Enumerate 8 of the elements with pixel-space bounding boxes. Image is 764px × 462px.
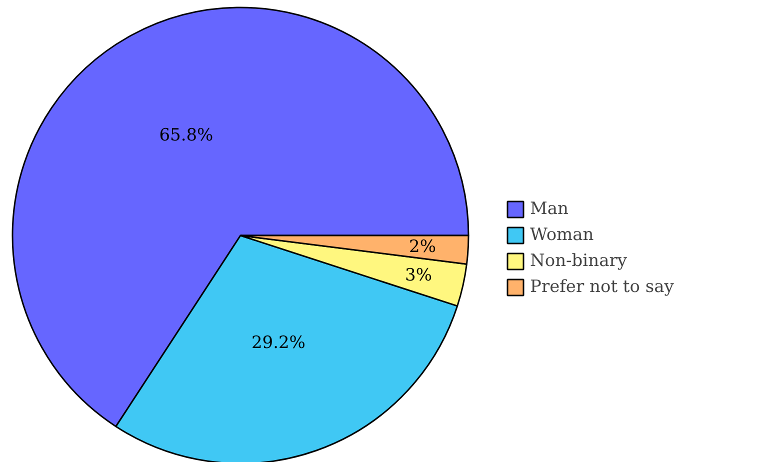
legend-label: Woman — [530, 225, 594, 245]
legend-label: Man — [530, 199, 568, 219]
legend-label: Non-binary — [530, 251, 627, 271]
data-label: 29.2% — [251, 333, 306, 353]
data-label: 2% — [409, 236, 436, 257]
data-label: 65.8% — [159, 125, 214, 146]
legend-label: Prefer not to say — [530, 277, 674, 297]
data-label: 3% — [405, 265, 432, 286]
